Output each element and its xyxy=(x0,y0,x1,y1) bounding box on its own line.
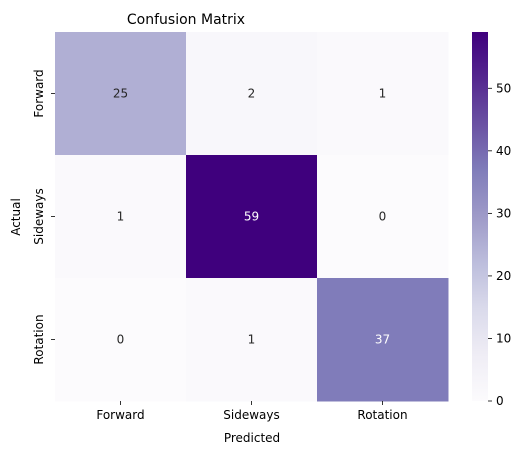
cell-value-label: 1 xyxy=(379,87,387,101)
heatmap-cell xyxy=(55,155,187,279)
colorbar-tick-label: 20 xyxy=(496,269,511,283)
y-tick-label: Forward xyxy=(32,69,46,117)
cell-value-label: 0 xyxy=(379,210,387,224)
heatmap-cell xyxy=(55,32,187,156)
colorbar-gradient xyxy=(472,32,488,401)
x-axis-ticks: Forward Sideways Rotation xyxy=(96,401,408,422)
y-tick-label: Sideways xyxy=(32,188,46,244)
colorbar: 0 10 20 30 40 50 xyxy=(472,32,511,408)
heatmap-cell xyxy=(186,32,318,156)
heatmap-cell xyxy=(186,278,318,402)
cell-value-label: 59 xyxy=(244,210,259,224)
heatmap-cell xyxy=(186,155,318,279)
colorbar-tick-label: 50 xyxy=(496,81,511,95)
colorbar-tick-label: 10 xyxy=(496,331,511,345)
x-tick-label: Forward xyxy=(96,408,144,422)
cell-value-label: 0 xyxy=(117,333,125,347)
heatmap-cell xyxy=(317,278,449,402)
cell-value-label: 1 xyxy=(248,333,256,347)
heatmap-cells: 25 2 1 1 59 0 0 1 37 xyxy=(55,32,449,402)
heatmap-cell xyxy=(317,32,449,156)
cell-value-label: 1 xyxy=(117,210,125,224)
cell-value-label: 25 xyxy=(113,87,128,101)
y-tick-label: Rotation xyxy=(32,314,46,364)
x-tick-label: Rotation xyxy=(357,408,407,422)
colorbar-tick-label: 40 xyxy=(496,144,511,158)
heatmap-cell xyxy=(317,155,449,279)
cell-value-label: 37 xyxy=(375,333,390,347)
x-tick-label: Sideways xyxy=(223,408,279,422)
colorbar-tick-label: 30 xyxy=(496,206,511,220)
chart-title: Confusion Matrix xyxy=(127,12,245,28)
y-axis-label: Actual xyxy=(9,198,23,236)
colorbar-tick-label: 0 xyxy=(496,394,504,408)
cell-value-label: 2 xyxy=(248,87,256,101)
y-axis-ticks: Forward Sideways Rotation xyxy=(32,69,55,365)
heatmap-cell xyxy=(55,278,187,402)
x-axis-label: Predicted xyxy=(224,431,280,445)
